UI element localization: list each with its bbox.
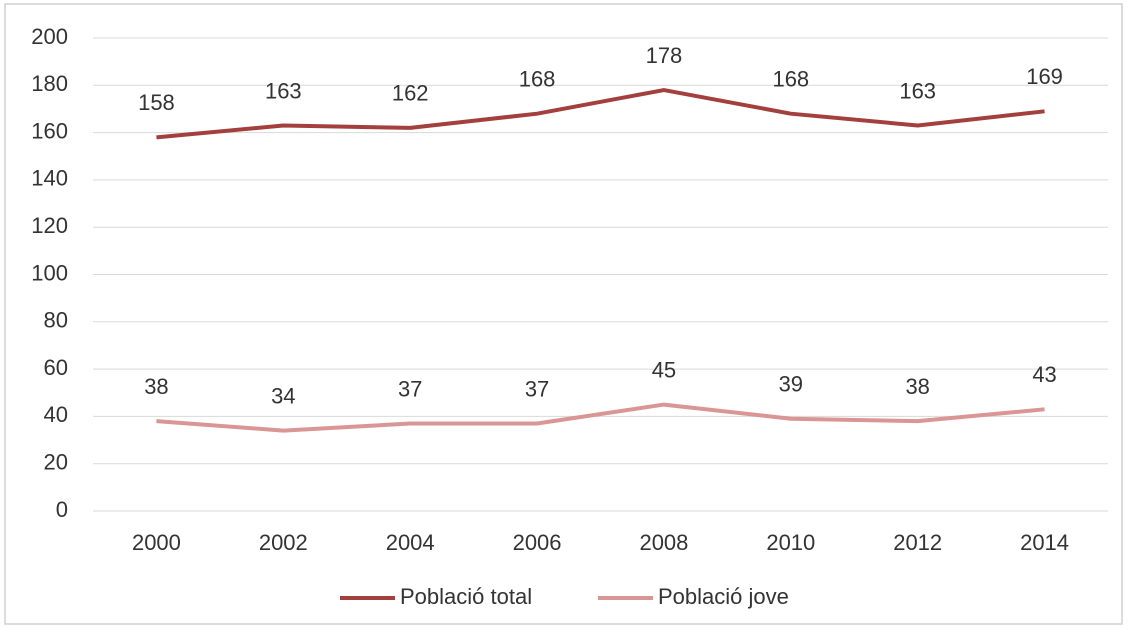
x-tick-label: 2000 [132, 530, 181, 555]
legend-label: Població total [400, 584, 532, 609]
y-tick-label: 160 [31, 118, 68, 143]
x-tick-label: 2008 [639, 530, 688, 555]
y-tick-label: 20 [44, 450, 68, 475]
data-label: 45 [652, 357, 676, 382]
y-tick-label: 200 [31, 24, 68, 49]
x-tick-label: 2002 [259, 530, 308, 555]
data-label: 37 [398, 376, 422, 401]
y-tick-label: 140 [31, 166, 68, 191]
data-label: 178 [646, 43, 683, 68]
x-tick-label: 2004 [386, 530, 435, 555]
data-label: 38 [144, 374, 168, 399]
data-label: 43 [1032, 362, 1056, 387]
data-label: 34 [271, 383, 295, 408]
y-tick-label: 0 [56, 497, 68, 522]
y-tick-label: 120 [31, 213, 68, 238]
data-label: 158 [138, 90, 175, 115]
data-label: 38 [905, 374, 929, 399]
y-tick-label: 180 [31, 71, 68, 96]
legend-label: Població jove [658, 584, 789, 609]
y-tick-label: 80 [44, 308, 68, 333]
series-line [156, 88, 1045, 140]
data-label: 39 [779, 372, 803, 397]
x-tick-label: 2010 [766, 530, 815, 555]
y-tick-label: 100 [31, 260, 68, 285]
data-label: 163 [899, 78, 936, 103]
x-tick-label: 2014 [1020, 530, 1069, 555]
y-tick-label: 40 [44, 402, 68, 427]
data-label: 168 [772, 66, 809, 91]
data-label: 37 [525, 376, 549, 401]
data-label: 162 [392, 81, 429, 106]
data-label: 163 [265, 78, 302, 103]
x-tick-label: 2012 [893, 530, 942, 555]
data-label: 168 [519, 66, 556, 91]
series-line [156, 402, 1045, 433]
x-tick-label: 2006 [513, 530, 562, 555]
data-label: 169 [1026, 64, 1063, 89]
y-tick-label: 60 [44, 355, 68, 380]
